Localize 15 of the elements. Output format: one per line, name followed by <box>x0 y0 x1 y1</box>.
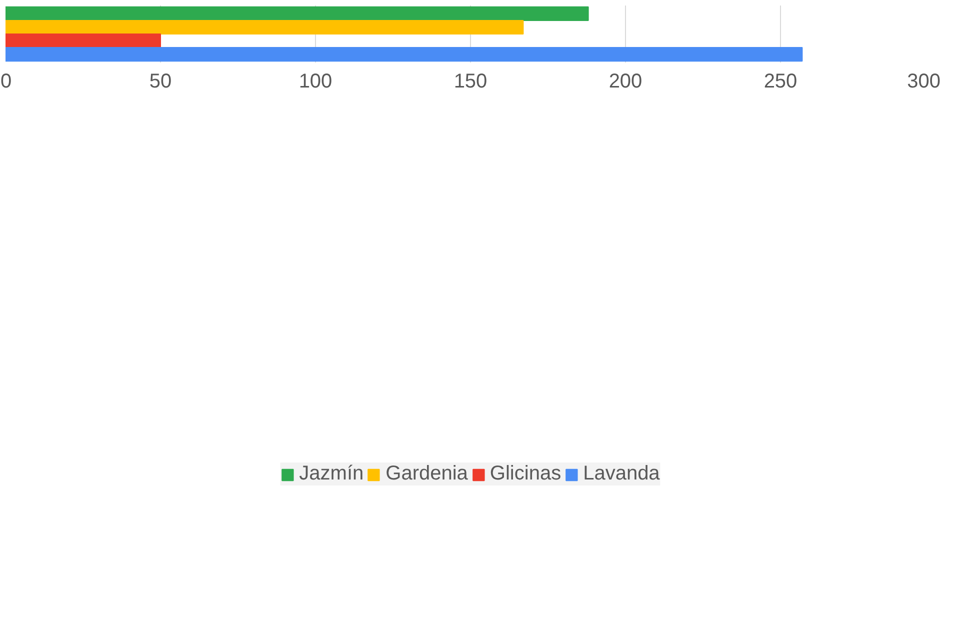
legend-label: Gardenia <box>386 462 468 486</box>
x-tick-label: 50 <box>149 70 172 92</box>
legend-label: Jazmín <box>299 462 364 486</box>
bar <box>6 34 161 48</box>
legend-label: Lavanda <box>583 462 660 486</box>
bar <box>6 47 803 62</box>
x-tick-label: 200 <box>608 70 642 92</box>
x-tick-label: 250 <box>764 70 798 92</box>
bar <box>6 20 524 34</box>
legend-label: Glicinas <box>490 462 562 486</box>
x-tick-label: 300 <box>907 70 941 92</box>
x-tick-label: 100 <box>298 70 332 92</box>
bar <box>6 6 589 21</box>
x-tick-label: 150 <box>454 70 488 92</box>
x-tick-label: 0 <box>0 70 12 92</box>
